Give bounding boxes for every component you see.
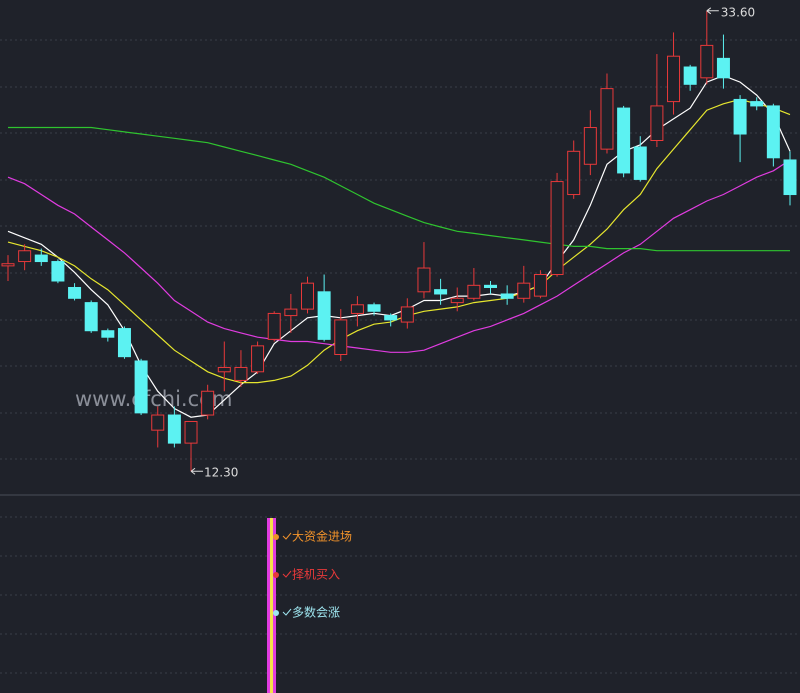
candle-body	[68, 286, 82, 299]
candle-body	[450, 297, 464, 304]
candle-body	[51, 261, 65, 282]
candle-body	[201, 390, 215, 416]
signal-dot	[273, 610, 279, 616]
high-arrow	[706, 7, 719, 15]
candle-body	[284, 308, 298, 317]
candle-body	[633, 146, 647, 180]
candle-body	[766, 105, 780, 159]
candle-body	[700, 44, 714, 79]
candle-body	[334, 319, 348, 355]
signal-bar	[267, 518, 276, 693]
candle-body	[484, 284, 498, 288]
candle-body	[716, 57, 730, 79]
signal-check	[282, 570, 292, 578]
ma-line	[8, 126, 790, 252]
candle-body	[217, 366, 231, 373]
candle-body	[650, 105, 664, 142]
grid	[0, 39, 800, 674]
candle-body	[367, 304, 381, 312]
candle-body	[733, 98, 747, 135]
candle-body	[550, 181, 564, 276]
signal-label: 多数会涨	[292, 605, 340, 620]
candle-body	[667, 55, 681, 103]
candle-body	[350, 304, 364, 314]
candle-body	[583, 127, 597, 165]
candle-body	[151, 414, 165, 431]
candle-body	[300, 282, 314, 310]
candle-body	[783, 159, 797, 196]
candle-body	[184, 421, 198, 444]
candle-body	[317, 291, 331, 340]
candle-body	[34, 254, 48, 263]
candle-body	[434, 289, 448, 295]
candle-body	[18, 250, 32, 263]
candle-body	[384, 315, 398, 321]
candle-body	[267, 312, 281, 340]
candle-body	[84, 302, 98, 332]
signal-check	[282, 532, 292, 540]
candle-body	[600, 88, 614, 150]
candle-body	[234, 366, 248, 381]
low-label: 12.30	[204, 466, 238, 480]
candle-body	[134, 360, 148, 414]
ma-line	[7, 98, 791, 384]
low-arrow	[190, 467, 204, 475]
signal-dot	[273, 572, 279, 578]
ma-line	[7, 159, 791, 353]
signal-label: 择机买入	[292, 568, 340, 582]
candle-body	[567, 150, 581, 196]
signal-label: 大资金进场	[292, 529, 352, 544]
candle-body	[417, 267, 431, 293]
candle-body	[400, 306, 414, 323]
candle-body	[750, 101, 764, 107]
candle-body	[683, 66, 697, 85]
signal-dot	[273, 534, 279, 540]
signal-check	[282, 608, 292, 616]
candle-body	[617, 107, 631, 174]
candle-body	[251, 345, 265, 373]
high-label: 33.60	[721, 5, 755, 19]
candle-body	[533, 274, 547, 297]
candle-body	[101, 330, 115, 338]
candle-body	[1, 263, 15, 267]
candle-body	[167, 414, 181, 444]
candle-body	[517, 282, 531, 299]
candle-body	[117, 328, 131, 358]
candle-body	[500, 293, 514, 299]
candle-body	[467, 284, 481, 299]
